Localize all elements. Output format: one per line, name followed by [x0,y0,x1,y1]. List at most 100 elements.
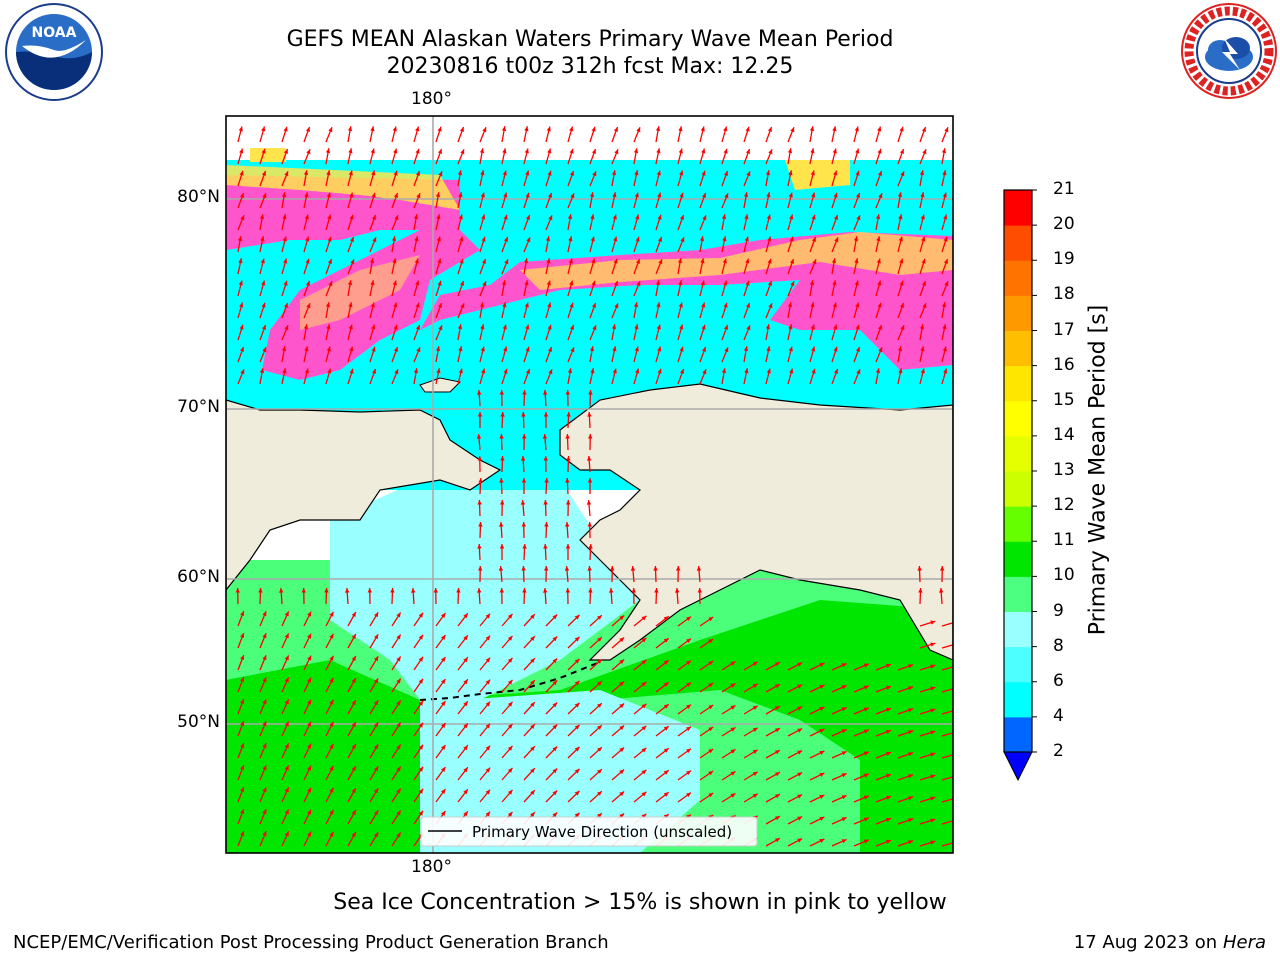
wave-arrow-head [393,170,398,176]
wave-arrow-head [328,281,333,287]
legend-label: Primary Wave Direction (unscaled) [472,823,732,841]
wave-arrow-head [307,721,311,727]
wave-arrow-head [863,773,869,778]
wave-arrow [941,644,953,649]
wave-arrow-head [833,215,838,220]
wave-arrow-head [326,346,331,352]
wave-arrow-head [435,346,441,352]
wave-arrow-head [396,722,401,728]
footer-host: Hera [1222,932,1266,953]
wave-arrow-head [588,390,593,395]
wave-arrow [941,710,953,715]
wave-arrow-head [619,659,625,665]
wave-arrow-head [530,680,535,685]
wave-arrow-head [655,280,661,286]
wave-arrow-head [590,214,595,220]
wave-arrow-head [841,729,847,734]
wave-arrow-head [819,751,825,755]
chart-subtitle: 20230816 t00z 312h fcst Max: 12.25 [386,54,794,79]
wave-arrow-head [788,324,793,330]
wave-arrow-head [259,214,265,220]
wave-arrow-head [819,773,825,777]
wave-arrow-head [899,126,904,132]
wave-arrow-head [898,368,903,374]
wave-arrow-head [568,258,573,264]
wave-arrow-head [305,236,310,242]
wave-arrow-head [522,390,527,395]
wave-arrow-head [307,809,311,815]
wave-arrow-head [502,170,507,176]
wave-arrow-head [307,677,311,683]
wave-arrow-head [477,588,482,593]
wave-arrow-head [480,324,485,330]
wave-arrow-head [482,127,487,133]
wave-arrow-head [908,774,914,779]
wave-arrow-head [701,193,706,198]
wave-arrow-head [459,127,464,132]
wave-arrow-head [507,679,513,685]
wave-arrow-head [656,324,661,330]
wave-arrow-head [307,633,311,639]
wave-arrow-head [530,768,535,773]
wave-arrow-head [303,170,309,176]
wave-arrow-head [370,280,375,286]
wave-arrow-head [441,701,446,706]
wave-arrow-head [525,215,530,220]
wave-arrow-head [908,730,914,735]
wave-arrow-head [524,126,529,132]
wave-arrow-head [547,170,552,176]
wave-arrow-head [521,478,527,483]
wave-arrow-head [485,723,491,729]
wave-arrow-head [663,660,669,665]
wave-arrow-head [329,677,334,683]
colorbar-cell [1004,541,1032,577]
wave-arrow-head [507,811,513,817]
wave-arrow-head [240,743,245,748]
wave-arrow-head [480,346,485,352]
wave-arrow-head [723,280,728,286]
wave-arrow [941,842,953,847]
wave-arrow-head [635,214,640,220]
wave-arrow-head [899,258,904,264]
wave-arrow-head [458,368,463,374]
noaa-logo-text: NOAA [32,25,77,41]
wave-arrow-head [686,616,691,621]
wave-arrow-head [833,170,838,176]
wave-arrow-head [819,685,825,689]
wave-arrow-head [876,236,881,242]
wave-arrow-head [613,127,618,132]
colorbar-tick-label: 19 [1053,249,1075,270]
wave-arrow-head [416,193,421,199]
wave-arrow-head [565,390,570,395]
wave-arrow-head [686,660,691,665]
wave-arrow-head [262,743,267,749]
wave-arrow-head [414,258,419,264]
wave-arrow-head [525,324,530,330]
wave-arrow-head [374,700,379,706]
wave-arrow-head [350,259,355,265]
wave-arrow-head [930,686,936,691]
wave-arrow-head [834,237,839,243]
wave-arrow-head [463,767,468,773]
wave-arrow-head [612,368,617,374]
wave-arrow-head [679,346,684,352]
wave-arrow-head [279,588,284,593]
wave-arrow-head [597,725,602,730]
wave-arrow-head [679,192,684,198]
wave-arrow-head [396,788,401,794]
wave-arrow-head [369,258,375,264]
wave-arrow-head [324,588,329,593]
wave-arrow-head [658,259,663,265]
wave-arrow-head [530,746,535,751]
wave-arrow-head [477,412,483,417]
wave-arrow-head [930,774,936,779]
sea-ice-yellow-east [520,232,953,290]
wave-arrow-head [908,686,914,691]
wave-arrow-head [811,346,816,352]
wave-arrow-head [371,324,376,330]
wave-arrow-head [841,751,847,756]
wave-arrow-head [481,214,486,220]
wave-arrow-head [485,657,491,663]
wave-arrow-head [498,566,504,571]
wave-arrow-head [775,728,780,733]
